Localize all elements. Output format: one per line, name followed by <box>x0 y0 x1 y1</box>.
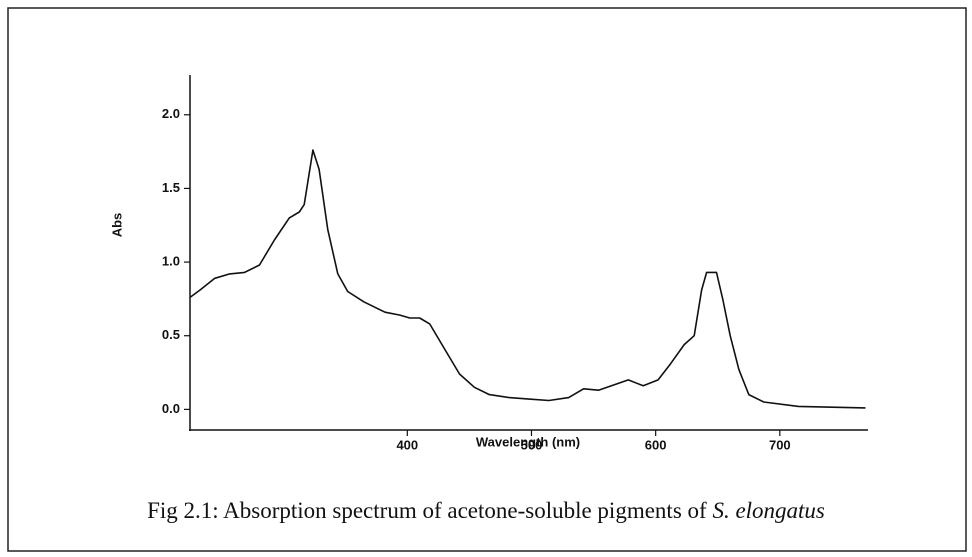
caption: Fig 2.1: Absorption spectrum of acetone-… <box>147 498 825 523</box>
y-tick-label: 0.5 <box>162 327 180 342</box>
x-axis-label: Wavelength (nm) <box>476 434 580 449</box>
caption-species: S. elongatus <box>712 498 824 523</box>
y-tick-label: 0.0 <box>162 401 180 416</box>
y-tick-label: 1.5 <box>162 180 180 195</box>
x-tick-label: 700 <box>769 437 791 452</box>
spectrum-line <box>189 149 866 409</box>
y-tick-label: 1.0 <box>162 254 180 269</box>
y-axis-label: Abs <box>109 213 124 238</box>
x-tick-label: 600 <box>645 437 667 452</box>
x-tick-label: 400 <box>396 437 418 452</box>
frame <box>7 7 967 552</box>
y-tick-label: 2.0 <box>162 106 180 121</box>
x-tick-label: 500 <box>521 437 543 452</box>
caption-text: Fig 2.1: Absorption spectrum of acetone-… <box>147 498 712 523</box>
